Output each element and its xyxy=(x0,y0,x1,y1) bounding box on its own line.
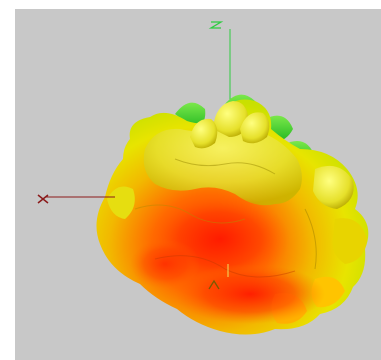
z-axis-label xyxy=(208,21,224,29)
3d-scene xyxy=(15,9,381,360)
3d-viewport[interactable] xyxy=(15,9,381,360)
y-axis-label xyxy=(208,279,220,290)
radiation-pattern-surface xyxy=(96,99,369,335)
x-axis-label xyxy=(37,194,49,204)
